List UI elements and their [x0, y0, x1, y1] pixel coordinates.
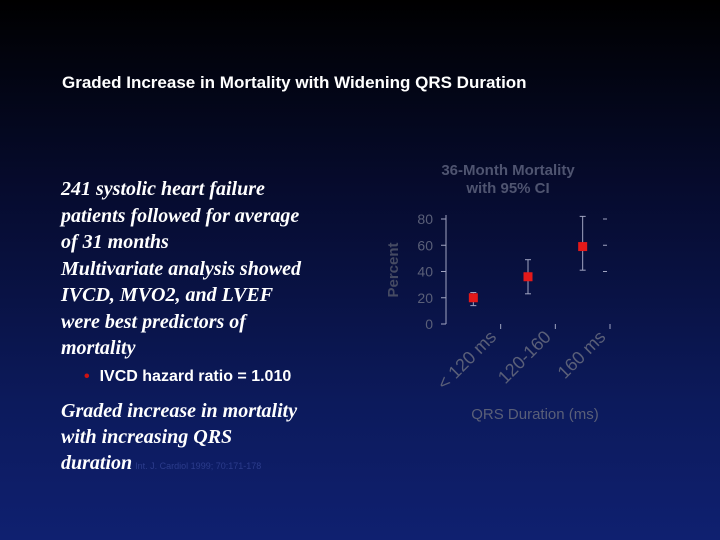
y-tick-label: 20	[417, 290, 433, 306]
slide-title: Graded Increase in Mortality with Wideni…	[62, 73, 527, 92]
description-line: mortality	[61, 337, 136, 359]
hazard-ratio-bullet: • IVCD hazard ratio = 1.010	[84, 368, 291, 386]
description-line: IVCD, MVO2, and LVEF	[61, 284, 274, 306]
x-category-label: 160 ms	[554, 327, 610, 383]
y-tick-label: 40	[417, 264, 433, 280]
conclusion: Graded increase in mortality with increa…	[61, 398, 361, 479]
conclusion-line: Graded increase in mortality	[61, 400, 298, 422]
conclusion-line: with increasing QRS	[61, 426, 233, 448]
bullet-dot-icon: •	[84, 368, 90, 385]
conclusion-line-text: duration	[61, 452, 133, 474]
y-tick-label: 80	[417, 211, 433, 227]
description-line: 241 systolic heart failure	[61, 178, 265, 200]
x-category-label: < 120 ms	[433, 327, 500, 394]
conclusion-line: duration Int. J. Cardiol 1999; 70:171-178	[61, 450, 361, 479]
data-point	[578, 242, 588, 252]
description-line: of 31 months	[61, 231, 169, 253]
study-description: 241 systolic heart failure patients foll…	[61, 176, 361, 362]
description-line: were best predictors of	[61, 310, 246, 333]
y-tick-label: 60	[417, 237, 433, 253]
data-point	[523, 272, 533, 282]
hazard-ratio-text: IVCD hazard ratio = 1.010	[99, 368, 292, 385]
y-axis-label: Percent	[385, 242, 402, 297]
description-line: patients followed for average	[61, 204, 300, 227]
data-point	[468, 293, 478, 303]
x-axis-label: QRS Duration (ms)	[471, 406, 599, 423]
x-category-label: 120-160	[494, 327, 555, 388]
description-line: Multivariate analysis showed	[61, 257, 302, 280]
chart-title-line: with 95% CI	[465, 180, 549, 197]
citation: Int. J. Cardiol 1999; 70:171-178	[135, 461, 262, 471]
chart-title-line: 36-Month Mortality	[441, 162, 575, 179]
y-tick-label: 0	[425, 316, 433, 332]
